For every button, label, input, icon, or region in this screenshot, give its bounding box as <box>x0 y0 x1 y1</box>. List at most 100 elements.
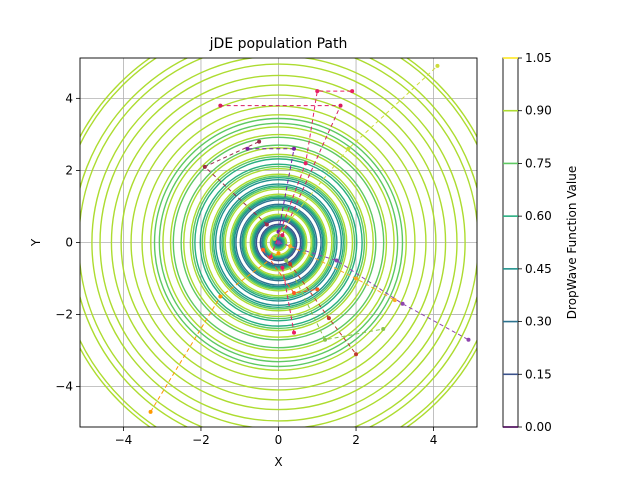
y-axis-label: Y <box>29 238 43 247</box>
population-paths <box>148 63 471 414</box>
contour-line <box>162 126 395 359</box>
path-point <box>381 326 386 331</box>
contour-line <box>241 205 316 280</box>
colorbar: 0.00 0.15 0.30 0.45 0.60 0.75 0.90 1.05 DropWav… <box>502 51 579 434</box>
contour-line <box>261 225 296 260</box>
population-path <box>276 240 471 342</box>
contour-line <box>194 158 363 327</box>
path-point <box>276 240 281 245</box>
colorbar-tick-label: 0.45 <box>525 262 552 276</box>
y-tick-label: 4 <box>65 91 73 105</box>
contour-line <box>150 114 407 371</box>
colorbar-tick-label: 0.15 <box>525 367 552 381</box>
contour-line <box>214 178 343 307</box>
y-tick-label: 2 <box>65 163 73 177</box>
path-point <box>354 352 359 357</box>
path-point <box>350 89 355 94</box>
y-tick-label: −4 <box>55 380 73 394</box>
contour-line <box>99 63 458 422</box>
contour-line <box>264 228 293 257</box>
contour-line <box>222 186 335 299</box>
path-point <box>280 265 285 270</box>
path-line <box>270 90 353 258</box>
contour-line <box>263 227 294 258</box>
path-point <box>264 222 269 227</box>
path-point <box>338 103 343 108</box>
contour-line <box>183 147 374 338</box>
population-path <box>260 247 320 295</box>
contour-line <box>169 133 388 352</box>
contour-line <box>191 155 366 330</box>
path-point <box>315 287 320 292</box>
population-path <box>272 63 440 241</box>
contour-line <box>254 218 303 267</box>
contour-line <box>91 58 466 427</box>
colorbar-tick-label: 1.05 <box>525 51 552 65</box>
contour-line <box>239 203 318 282</box>
population-path <box>245 146 297 234</box>
path-line <box>285 260 384 341</box>
contour-line <box>189 153 368 332</box>
path-point <box>218 103 223 108</box>
path-line <box>262 249 318 294</box>
colorbar-tick-label: 0.60 <box>525 209 552 223</box>
contour-plot <box>80 58 477 427</box>
contour-line <box>211 175 346 310</box>
contour-line <box>245 209 312 276</box>
contour-line <box>209 173 348 312</box>
x-axis-ticks: −4 −2 0 2 4 <box>115 427 437 447</box>
contour-line <box>172 136 385 349</box>
y-axis-ticks: −4 −2 0 2 4 <box>55 91 80 394</box>
contour-line <box>250 214 307 271</box>
population-path <box>218 103 343 238</box>
contour-line <box>242 206 315 279</box>
path-point <box>326 316 331 321</box>
contour-line <box>219 183 338 302</box>
population-path <box>284 258 386 342</box>
contour-line <box>259 223 298 262</box>
path-point <box>292 330 297 335</box>
colorbar-tick-label: 0.75 <box>525 156 552 170</box>
path-point <box>292 290 297 295</box>
path-point <box>272 236 277 241</box>
population-path <box>148 251 281 414</box>
contour-line <box>274 238 283 247</box>
path-point <box>218 294 223 299</box>
contour-line <box>130 94 427 391</box>
population-path <box>288 262 359 357</box>
colorbar-frame <box>502 57 519 428</box>
contour-line <box>255 219 302 266</box>
path-point <box>280 233 285 238</box>
path-point <box>323 337 328 342</box>
contour-line <box>233 197 324 288</box>
colorbar-tick-label: 0.30 <box>525 315 552 329</box>
contour-line <box>120 84 437 401</box>
path-point <box>466 337 471 342</box>
path-point <box>354 276 359 281</box>
path-line <box>278 242 469 341</box>
contour-line <box>221 185 336 300</box>
contour-line <box>273 237 284 248</box>
path-point <box>346 146 351 151</box>
contour-line <box>199 163 358 322</box>
contour-line <box>110 74 447 411</box>
x-axis-label: X <box>274 455 282 469</box>
path-point <box>292 146 297 151</box>
path-point <box>202 164 207 169</box>
contour-line <box>249 213 308 272</box>
path-point <box>284 258 289 263</box>
path-point <box>334 258 339 263</box>
path-point <box>315 89 320 94</box>
path-point <box>148 409 153 414</box>
x-tick-label: −2 <box>192 433 210 447</box>
contour-line <box>153 117 404 368</box>
contour-line <box>180 144 377 341</box>
contour-line <box>262 226 295 259</box>
contour-line <box>252 216 305 269</box>
path-point <box>276 251 281 256</box>
contour-line <box>158 122 399 363</box>
population-path <box>280 265 297 335</box>
population-path <box>202 139 269 227</box>
colorbar-tick-label: 0.00 <box>525 420 552 434</box>
